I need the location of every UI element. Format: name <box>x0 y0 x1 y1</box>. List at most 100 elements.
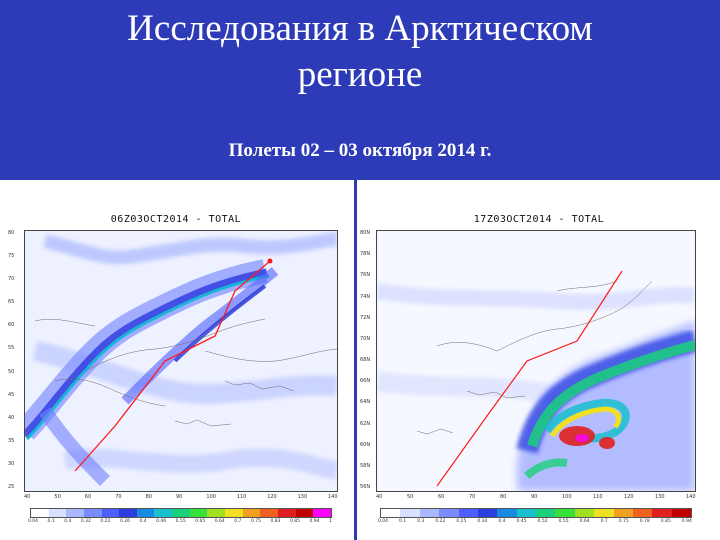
lon-tick-label: 60 <box>84 494 92 500</box>
lon-tick-label: 120 <box>267 494 277 500</box>
cb-label: 0.22 <box>435 519 446 524</box>
cb-label: 0.55 <box>558 519 569 524</box>
left-colorbar <box>30 508 332 518</box>
left-map-panel: 06Z03OCT2014 - TOTAL <box>0 180 352 540</box>
cb-label: 0.85 <box>290 519 301 524</box>
cb-label: 0.26 <box>119 519 130 524</box>
lat-tick-label: 76N <box>360 272 371 279</box>
lon-tick-label: 110 <box>593 494 603 500</box>
cb-label: 0.64 <box>214 519 225 524</box>
lat-tick-label: 60 <box>8 322 15 329</box>
right-map-panel: 17Z03OCT2014 - TOTAL <box>358 180 720 540</box>
lat-tick-label: 72N <box>360 314 371 321</box>
left-map <box>24 230 338 492</box>
left-coastlines <box>34 318 337 427</box>
cb-label: 0.1 <box>399 519 407 524</box>
panel-divider <box>354 180 357 540</box>
right-map <box>376 230 696 492</box>
right-flight-track <box>436 270 623 487</box>
cb-label: 0.25 <box>456 519 467 524</box>
lon-tick-label: 120 <box>624 494 634 500</box>
title-line-2: регионе <box>297 54 423 95</box>
lat-tick-label: 25 <box>8 484 15 490</box>
lat-tick-label: 58N <box>360 462 371 469</box>
right-coastlines <box>416 280 653 435</box>
lat-tick-label: 75 <box>8 253 15 260</box>
lat-tick-label: 45 <box>8 391 15 398</box>
lat-tick-label: 62N <box>360 420 371 427</box>
cb-label: 0.65 <box>195 519 206 524</box>
lat-tick-label: 70 <box>8 276 15 283</box>
left-map-title: 06Z03OCT2014 - TOTAL <box>110 214 242 225</box>
lat-tick-label: 56N <box>360 484 371 490</box>
cb-label: 0.64 <box>579 519 590 524</box>
left-flight-track <box>74 258 273 472</box>
lat-tick-label: 35 <box>8 437 15 444</box>
cb-label: 0.45 <box>516 519 527 524</box>
lon-tick-label: 70 <box>115 494 122 500</box>
lat-tick-label: 50 <box>8 368 15 375</box>
cb-label: 0.85 <box>660 519 671 524</box>
cb-label: 0.75 <box>618 519 629 524</box>
left-colorbar-labels: 0.04 0.1 0.4 0.32 0.22 0.26 0.4 0.46 0.5… <box>28 519 332 524</box>
cb-label: 0.3 <box>417 519 425 524</box>
lon-tick-label: 70 <box>469 494 476 500</box>
lon-tick-label: 60 <box>438 494 445 500</box>
cb-label: 0.78 <box>639 519 650 524</box>
slide-title: Исследования в Арктическом регионе <box>0 6 720 98</box>
lat-tick-label: 55 <box>8 345 15 352</box>
cb-label: 0.4 <box>139 519 147 524</box>
lon-tick-label: 80 <box>145 494 152 500</box>
lat-tick-label: 30 <box>8 460 15 467</box>
left-map-graphic <box>25 231 337 491</box>
lat-tick-label: 78N <box>360 251 371 258</box>
lon-tick-label: 90 <box>531 494 538 500</box>
lon-tick-label: 50 <box>407 494 414 500</box>
lat-tick-label: 64N <box>360 399 371 406</box>
cb-label: 0.46 <box>156 519 167 524</box>
lon-tick-label: 80 <box>500 494 507 500</box>
cb-label: 1 <box>329 519 332 524</box>
cb-label: 0.52 <box>537 519 548 524</box>
cb-label: 0.22 <box>100 519 111 524</box>
lon-tick-label: 130 <box>655 494 665 500</box>
cb-label: 0.55 <box>175 519 186 524</box>
lon-tick-label: 140 <box>328 494 338 500</box>
cb-label: 0.4 <box>498 519 506 524</box>
cb-label: 0.83 <box>270 519 281 524</box>
cb-label: 0.32 <box>80 519 91 524</box>
cb-label: 0.04 <box>378 519 389 524</box>
lon-tick-label: 140 <box>686 494 696 500</box>
lon-tick-label: 130 <box>297 494 308 500</box>
lon-tick-label: 40 <box>24 494 31 500</box>
cb-label: 0.94 <box>309 519 320 524</box>
lat-tick-label: 70N <box>360 335 371 342</box>
cb-label: 0.75 <box>250 519 261 524</box>
left-moisture-band <box>25 259 279 486</box>
lon-tick-label: 40 <box>376 494 383 500</box>
lon-tick-label: 100 <box>562 494 572 500</box>
right-map-title: 17Z03OCT2014 - TOTAL <box>473 214 605 225</box>
lon-tick-label: 50 <box>54 494 61 500</box>
lat-tick-label: 66N <box>360 378 371 385</box>
lat-tick-label: 40 <box>8 414 15 421</box>
lat-tick-label: 80 <box>8 230 15 236</box>
cb-label: 0.4 <box>64 519 72 524</box>
lon-tick-label: 100 <box>206 494 216 500</box>
right-map-graphic <box>377 231 695 491</box>
slide-subtitle: Полеты 02 – 03 октября 2014 г. <box>228 140 492 161</box>
slide-header: Исследования в Арктическом регионе Полет… <box>0 0 720 180</box>
cb-label: 0.34 <box>477 519 488 524</box>
cb-label: 0.94 <box>681 519 692 524</box>
right-cyclone <box>516 321 695 491</box>
title-line-1: Исследования в Арктическом <box>127 8 593 49</box>
lat-tick-label: 68N <box>360 357 371 363</box>
lat-tick-label: 80N <box>360 230 371 236</box>
cb-label: 0.04 <box>28 519 39 524</box>
right-colorbar <box>380 508 692 518</box>
lat-tick-label: 65 <box>8 299 15 306</box>
lat-tick-label: 60N <box>360 441 371 448</box>
cb-label: 0.7 <box>600 519 608 524</box>
lon-tick-label: 110 <box>236 494 247 500</box>
right-colorbar-labels: 0.04 0.1 0.3 0.22 0.25 0.34 0.4 0.45 0.5… <box>378 519 692 524</box>
